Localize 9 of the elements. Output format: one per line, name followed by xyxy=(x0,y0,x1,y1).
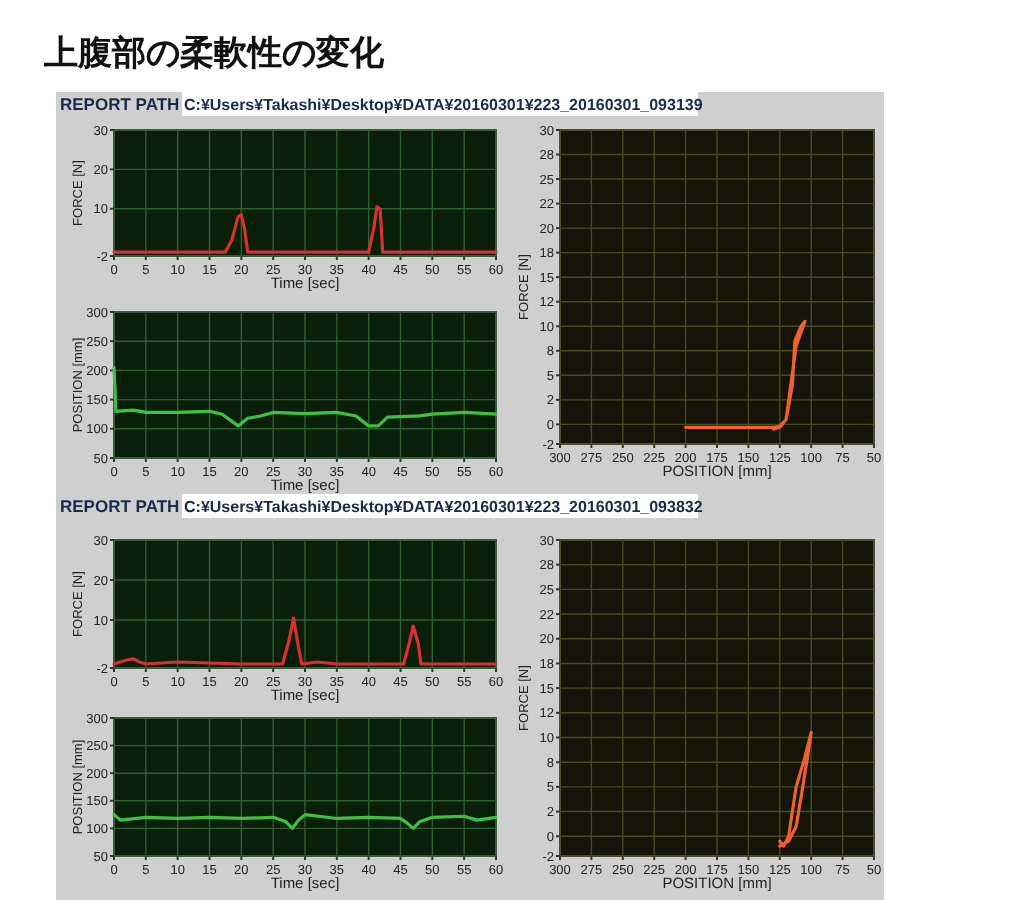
line-series xyxy=(112,365,498,428)
text: REPORT PATH xyxy=(60,94,180,114)
text: C:¥Users¥Takashi¥Desktop¥DATA¥20160301¥223_20160301_093832 xyxy=(184,498,704,516)
chart-title: 上腹部の柔軟性の変化 xyxy=(42,34,386,72)
text: REPORT PATH xyxy=(60,496,180,516)
text: C:¥Users¥Takashi¥Desktop¥DATA¥20160301¥223_20160301_093139 xyxy=(184,96,704,114)
line-series xyxy=(778,730,813,848)
line-series xyxy=(684,319,807,431)
line-series xyxy=(112,813,498,830)
